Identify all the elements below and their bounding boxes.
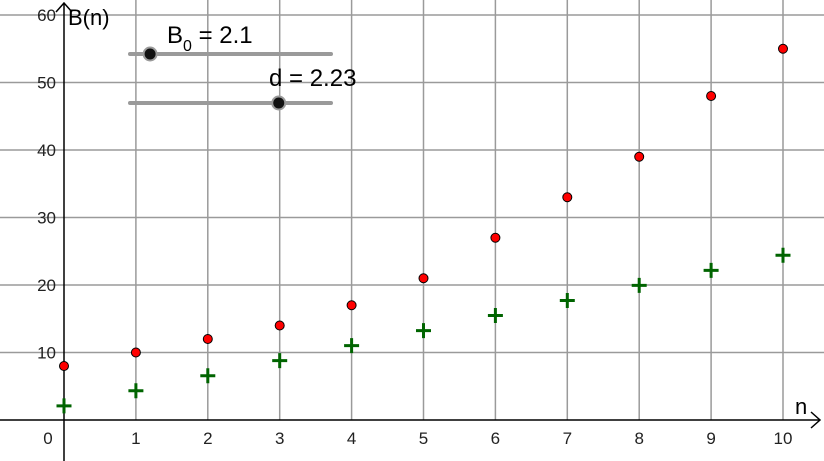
series-1-point-6 [487, 308, 503, 324]
y-axis-arrow [55, 1, 73, 13]
y-tick-label-20: 20 [37, 276, 56, 295]
slider-d-value: = 2.23 [282, 65, 356, 92]
x-tick-label-9: 9 [706, 429, 715, 448]
slider-d-name: d [269, 65, 282, 92]
slider-b0-value: = 2.1 [192, 22, 253, 49]
series-1-point-7 [559, 292, 575, 308]
grid-lines [0, 0, 824, 420]
series-0-point-1 [130, 347, 141, 358]
x-tick-label-6: 6 [491, 429, 500, 448]
series-1-point-10 [775, 247, 791, 263]
series-0-point-7 [562, 192, 573, 203]
slider-b0-name: B [167, 22, 183, 49]
x-tick-label-3: 3 [275, 429, 284, 448]
y-axis-label: B(n) [68, 5, 110, 30]
y-tick-label-40: 40 [37, 141, 56, 160]
y-tick-label-50: 50 [37, 74, 56, 93]
tick-labels: 0 1 2 3 4 5 6 7 8 9 10 10 20 30 40 50 60 [37, 6, 792, 448]
series-0-point-10 [778, 43, 788, 54]
y-tick-label-30: 30 [37, 209, 56, 228]
slider-d[interactable]: d = 2.23 [128, 65, 356, 111]
x-tick-label-2: 2 [203, 429, 212, 448]
series-1-point-3 [272, 353, 288, 369]
slider-d-label: d = 2.23 [269, 65, 356, 92]
series-1-point-8 [631, 277, 647, 293]
series-0-point-5 [418, 273, 429, 284]
series-1-point-1 [128, 383, 144, 399]
slider-b0[interactable]: B0 = 2.1 [128, 22, 333, 62]
slider-d-knob[interactable] [271, 95, 287, 111]
series-0-point-2 [202, 334, 213, 344]
series-1-point-4 [344, 338, 360, 354]
series-0-point-8 [634, 151, 645, 162]
data-marks [56, 43, 791, 414]
x-tick-label-0: 0 [43, 429, 52, 448]
x-tick-label-4: 4 [347, 429, 356, 448]
series-1-point-5 [416, 323, 431, 339]
slider-b0-subscript: 0 [183, 38, 192, 55]
x-tick-label-1: 1 [131, 429, 140, 448]
x-tick-label-5: 5 [419, 429, 428, 448]
series-0-point-0 [59, 361, 69, 371]
series-0-point-9 [706, 91, 717, 101]
x-axis-arrow [810, 411, 822, 429]
y-tick-label-10: 10 [37, 344, 56, 363]
slider-b0-knob[interactable] [142, 46, 158, 62]
series-1-point-2 [200, 368, 216, 384]
series-1-point-0 [56, 398, 72, 414]
x-tick-label-8: 8 [634, 429, 643, 448]
y-tick-label-60: 60 [37, 6, 56, 25]
series-0-point-3 [274, 320, 285, 331]
x-axis-label: n [795, 394, 807, 419]
x-tick-label-10: 10 [774, 429, 793, 448]
series-0-point-6 [490, 232, 501, 243]
series-1-point-9 [703, 262, 719, 278]
x-tick-label-7: 7 [563, 429, 572, 448]
series-0-point-4 [346, 300, 357, 311]
slider-b0-label: B0 = 2.1 [167, 22, 253, 55]
